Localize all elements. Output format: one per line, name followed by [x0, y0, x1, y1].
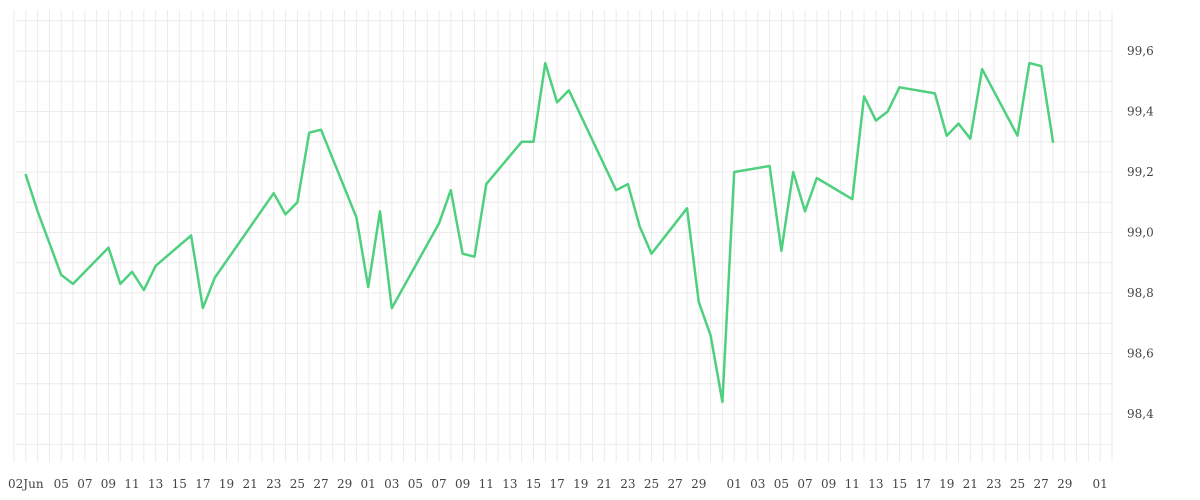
- x-tick-label: 01: [1093, 477, 1108, 491]
- x-tick-label: 29: [1057, 477, 1072, 491]
- x-tick-label: 25: [1010, 477, 1025, 491]
- x-tick-label: 07: [797, 477, 812, 491]
- x-tick-label: 11: [124, 477, 139, 491]
- x-tick-label: 05: [408, 477, 423, 491]
- x-tick-label: 13: [502, 477, 517, 491]
- x-tick-label: 27: [1034, 477, 1049, 491]
- y-tick-label: 98,8: [1127, 286, 1154, 300]
- y-tick-label: 98,6: [1127, 347, 1154, 361]
- x-tick-label: 19: [573, 477, 588, 491]
- x-tick-label: 21: [963, 477, 978, 491]
- x-tick-label: 25: [644, 477, 659, 491]
- x-tick-label: 03: [384, 477, 399, 491]
- x-tick-label: 02Jun: [8, 477, 44, 491]
- x-tick-label: 27: [313, 477, 328, 491]
- x-tick-label: 25: [290, 477, 305, 491]
- x-tick-label: 21: [242, 477, 257, 491]
- x-tick-label: 11: [845, 477, 860, 491]
- x-tick-label: 29: [337, 477, 352, 491]
- x-tick-label: 27: [668, 477, 683, 491]
- horizontal-gridlines: [16, 20, 1112, 445]
- x-tick-label: 09: [101, 477, 116, 491]
- y-tick-label: 99,0: [1127, 226, 1154, 240]
- x-tick-label: 05: [774, 477, 789, 491]
- x-tick-label: 09: [455, 477, 470, 491]
- y-tick-label: 99,6: [1127, 44, 1154, 58]
- x-tick-label: 03: [750, 477, 765, 491]
- x-tick-label: 19: [219, 477, 234, 491]
- x-tick-label: 19: [939, 477, 954, 491]
- y-tick-label: 98,4: [1127, 407, 1154, 421]
- x-tick-label: 15: [892, 477, 907, 491]
- x-tick-label: 17: [549, 477, 564, 491]
- x-tick-label: 13: [868, 477, 883, 491]
- x-tick-label: 23: [266, 477, 281, 491]
- x-tick-label: 15: [526, 477, 541, 491]
- x-tick-label: 23: [986, 477, 1001, 491]
- x-tick-label: 05: [54, 477, 69, 491]
- x-tick-label: 21: [597, 477, 612, 491]
- y-axis-labels: 98,4 98,6 98,8 99,0 99,2 99,4 99,6: [1127, 44, 1154, 421]
- y-tick-label: 99,2: [1127, 165, 1154, 179]
- vertical-gridlines: [13, 10, 1113, 462]
- x-tick-label: 17: [915, 477, 930, 491]
- x-tick-label: 01: [727, 477, 742, 491]
- x-tick-label: 09: [821, 477, 836, 491]
- x-tick-label: 29: [691, 477, 706, 491]
- x-tick-label: 07: [77, 477, 92, 491]
- x-tick-label: 23: [620, 477, 635, 491]
- x-tick-label: 01: [361, 477, 376, 491]
- x-tick-label: 15: [172, 477, 187, 491]
- x-tick-label: 13: [148, 477, 163, 491]
- x-tick-label: 07: [431, 477, 446, 491]
- x-axis-labels: 02Jun 05 07 09 11 13 15 17 19 21 23 25 27 29 01 03 05 07 0…: [8, 477, 1108, 491]
- x-tick-label: 11: [479, 477, 494, 491]
- series-group: [24, 61, 1055, 404]
- y-tick-label: 99,4: [1127, 105, 1154, 119]
- x-tick-label: 17: [195, 477, 210, 491]
